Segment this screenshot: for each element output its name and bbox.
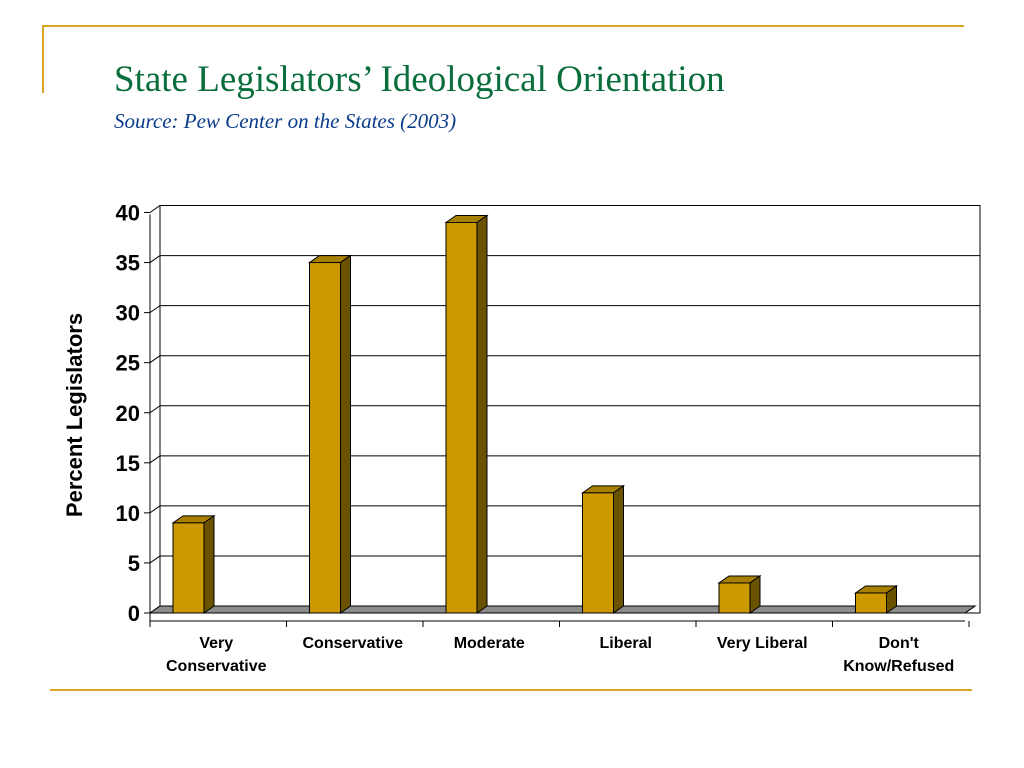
side-wall-line <box>149 255 161 263</box>
y-tick-label: 15 <box>116 451 140 476</box>
x-category-label: Moderate <box>454 635 525 652</box>
side-wall-line <box>149 555 161 564</box>
bar-side <box>203 514 215 614</box>
side-wall-line <box>149 355 161 364</box>
side-wall-line <box>149 305 161 314</box>
x-category-label: Conservative <box>303 635 404 652</box>
y-tick-label: 5 <box>128 551 140 576</box>
side-wall-line <box>149 505 161 514</box>
bar <box>172 522 205 614</box>
y-tick-label: 0 <box>128 601 140 626</box>
y-tick-label: 30 <box>116 301 140 326</box>
bar-side <box>613 484 624 614</box>
y-tick-label: 40 <box>116 201 140 226</box>
bar-side <box>340 254 351 614</box>
y-tick-label: 25 <box>116 351 140 376</box>
plot-area <box>159 205 981 614</box>
bar <box>309 262 341 614</box>
x-category-label: Very Liberal <box>717 635 808 652</box>
bar <box>718 582 751 614</box>
bar-side <box>749 575 761 614</box>
x-category-label: Liberal <box>600 635 652 652</box>
bar-side <box>476 214 488 614</box>
slide-title: State Legislators’ Ideological Orientati… <box>114 59 725 100</box>
side-wall-line <box>149 205 161 213</box>
frame-top-rule <box>42 25 964 27</box>
frame-bottom-rule <box>50 689 972 691</box>
side-wall-line <box>149 405 161 414</box>
x-category-label: Don't <box>879 635 920 652</box>
slide-subtitle: Source: Pew Center on the States (2003) <box>114 109 457 133</box>
side-wall-line <box>149 455 161 464</box>
x-category-label: Know/Refused <box>843 658 954 675</box>
x-category-label: Conservative <box>166 658 267 675</box>
x-category-label: Very <box>199 635 233 652</box>
y-tick-label: 35 <box>116 251 140 276</box>
frame-left-rule <box>42 25 44 93</box>
chart-floor-edge <box>148 605 977 614</box>
bar <box>582 492 614 614</box>
bar <box>855 592 887 614</box>
y-tick-label: 10 <box>116 501 140 526</box>
y-tick-label: 20 <box>116 401 140 426</box>
bar <box>445 222 478 614</box>
y-axis-title: Percent Legislators <box>62 313 87 517</box>
